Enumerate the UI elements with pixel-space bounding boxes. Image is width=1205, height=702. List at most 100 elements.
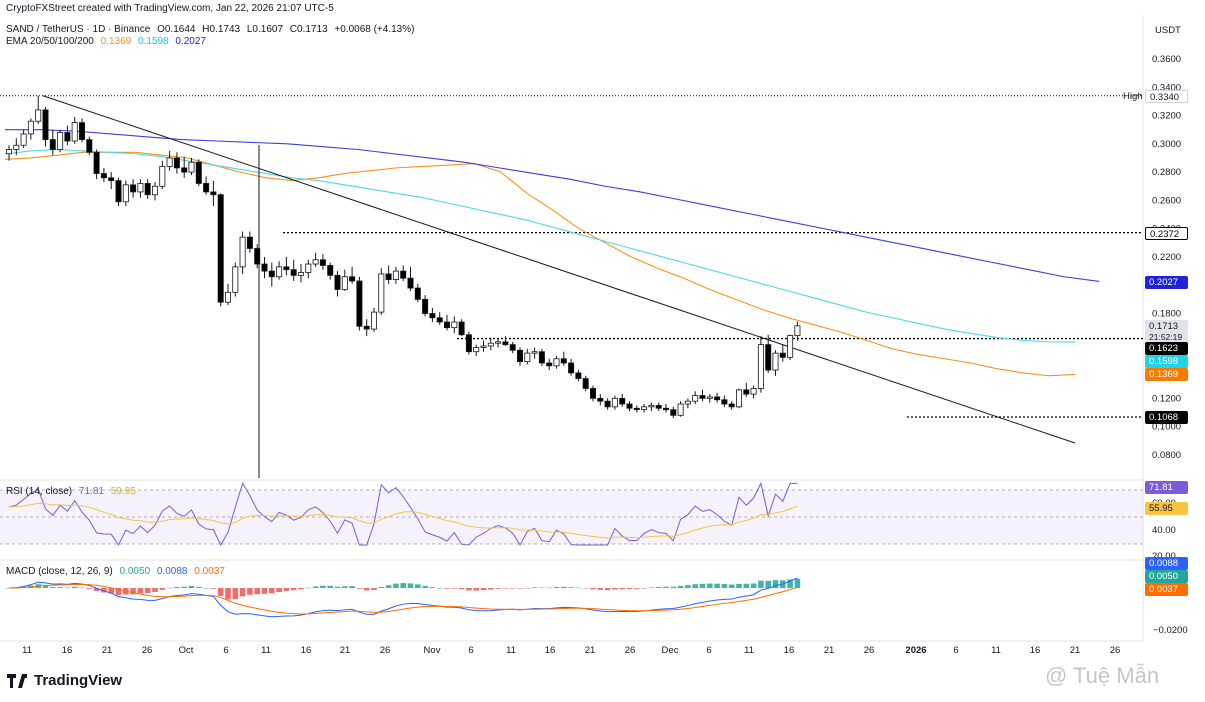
candle-body xyxy=(736,389,743,408)
candle-body xyxy=(42,109,49,140)
macd-histogram-bar xyxy=(458,588,465,590)
macd-histogram-bar xyxy=(619,588,625,590)
x-tick: Nov xyxy=(424,645,441,656)
ema100-tag: 0.1598 xyxy=(1145,355,1188,368)
macd-histogram-bar xyxy=(575,587,582,589)
candle-body xyxy=(663,407,670,411)
rsi-label[interactable]: RSI (14, close) xyxy=(6,486,73,497)
macd-histogram-bar xyxy=(305,587,312,589)
rsi-ma-line xyxy=(8,502,798,539)
rsi-tick-20: 20.00 xyxy=(1152,551,1176,562)
candle-body xyxy=(327,265,334,276)
macd-label[interactable]: MACD (close, 12, 26, 9) xyxy=(6,566,113,577)
macd-histogram-bar xyxy=(225,588,231,600)
symbol-name[interactable]: SAND / TetherUS · 1D · Binance xyxy=(6,24,151,35)
macd-histogram-bar xyxy=(210,588,217,589)
candle-body xyxy=(765,344,772,371)
candle-body xyxy=(787,335,794,358)
candle-body xyxy=(560,358,567,364)
macd-histogram-bar xyxy=(137,588,144,594)
macd-histogram-bar xyxy=(663,586,669,588)
candle-body xyxy=(188,161,195,173)
macd-histogram-bar xyxy=(247,588,253,595)
candle-body xyxy=(144,183,151,196)
candle-body xyxy=(130,184,137,193)
macd-histogram-bar xyxy=(714,583,720,588)
candle-body xyxy=(706,396,713,399)
macd-histogram-bar xyxy=(283,588,290,591)
price-tag: 0.1713 21:52:19 xyxy=(1145,320,1188,342)
macd-hist-value: 0.0050 xyxy=(119,566,151,577)
candle-body xyxy=(611,397,618,408)
candle-body xyxy=(6,149,12,155)
macd-hist-tag: 0.0050 xyxy=(1145,570,1188,583)
macd-histogram-bar xyxy=(641,588,647,589)
macd-histogram-bar xyxy=(349,586,355,588)
macd-histogram-bar xyxy=(546,587,552,589)
candle-body xyxy=(195,161,202,184)
macd-histogram-bar xyxy=(298,588,304,590)
price-tick: 0.2800 xyxy=(1152,167,1181,178)
candle-body xyxy=(451,321,458,329)
macd-histogram-bar xyxy=(196,586,202,588)
x-tick: 6 xyxy=(706,645,711,656)
ema-label[interactable]: EMA 20/50/100/200 xyxy=(6,36,94,47)
macd-histogram-bar xyxy=(721,584,728,588)
x-tick: 21 xyxy=(824,645,835,656)
x-tick: 16 xyxy=(301,645,312,656)
macd-histogram-bar xyxy=(320,585,326,588)
x-tick: 16 xyxy=(62,645,73,656)
macd-histogram-bar xyxy=(509,588,516,589)
macd-histogram-bar xyxy=(604,588,611,591)
candle-body xyxy=(692,395,699,402)
macd-histogram-bar xyxy=(276,588,282,593)
candle-body xyxy=(64,132,71,142)
candle-body xyxy=(538,351,545,364)
macd-histogram-bar xyxy=(758,580,764,588)
x-tick: 26 xyxy=(625,645,636,656)
x-tick: 16 xyxy=(784,645,795,656)
candle-body xyxy=(429,313,436,319)
candle-body xyxy=(670,409,677,416)
x-tick: 11 xyxy=(744,645,754,656)
macd-histogram-bar xyxy=(86,588,93,589)
candle-body xyxy=(779,352,786,358)
x-tick: 26 xyxy=(142,645,153,656)
candle-body xyxy=(334,274,341,290)
candle-body xyxy=(305,263,312,273)
price-tag-value: 0.1713 xyxy=(1149,321,1179,332)
macd-histogram-bar xyxy=(217,588,224,596)
ema-value-cyan: 0.1598 xyxy=(138,36,169,47)
candle-body xyxy=(27,120,34,135)
high-tag-label: High xyxy=(1123,91,1143,102)
macd-histogram-bar xyxy=(269,588,275,594)
candle-body xyxy=(414,287,421,300)
candle-body xyxy=(86,139,93,153)
change-value: +0.0068 (+4.13%) xyxy=(334,24,415,35)
candle-body xyxy=(684,400,691,405)
macd-line-tag: 0.0088 xyxy=(1145,557,1188,570)
macd-histogram-bar xyxy=(101,588,107,593)
candle-body xyxy=(35,109,42,122)
macd-histogram-bar xyxy=(772,580,779,588)
candle-body xyxy=(137,183,144,193)
tradingview-logo[interactable]: TradingView xyxy=(7,672,122,689)
candle-body xyxy=(743,389,750,395)
credit-text: CryptoFXStreet created with TradingView.… xyxy=(6,3,334,14)
rsi-legend: RSI (14, close) 71.81 59.95 xyxy=(6,486,140,497)
macd-histogram-bar xyxy=(130,588,136,595)
candle-body xyxy=(407,277,414,289)
candle-body xyxy=(509,344,516,351)
candle-body xyxy=(239,236,246,268)
high-tag: 0.3340 xyxy=(1145,90,1188,103)
macd-histogram-bar xyxy=(568,587,574,588)
candle-body xyxy=(173,157,180,169)
candle-body xyxy=(181,167,188,173)
macd-histogram-bar xyxy=(612,588,618,590)
candle-body xyxy=(349,276,356,282)
ema-blue-line xyxy=(5,129,1100,282)
candle-body xyxy=(502,341,509,346)
candle-body xyxy=(246,236,253,249)
macd-histogram-bar xyxy=(371,588,377,590)
